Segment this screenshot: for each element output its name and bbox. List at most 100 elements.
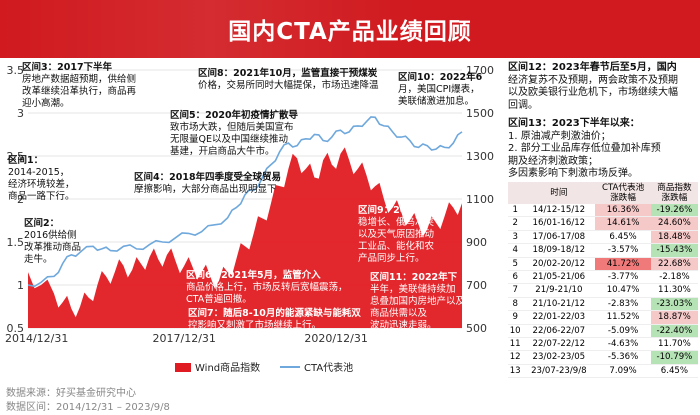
right-panel: 区间12：2023年春节后至5月，国内 经济复苏不及预期，两会政策不及预期 以及欧美… (508, 62, 698, 187)
note-line: 期及经济刺激政策； (508, 155, 598, 167)
annotation-line: 房地产数据超预期，供给侧 (22, 74, 137, 85)
title-banner: 国内CTA产品业绩回顾 (0, 0, 700, 58)
left-axis-ticks: 3.5 3 2.5 2 1.5 1 0.5 (7, 64, 25, 335)
table-cell-cta: 11.52% (595, 310, 651, 325)
performance-table: 时间 CTA代表池 涨跌幅 商品指数 涨跌幅 1 14/12-15/12 16.36% -19… (508, 182, 698, 379)
table-row: 12 23/02-23/05 -5.36% -10.79% (508, 350, 698, 365)
note-line: 多因素影响下刺激市场反弹。 (508, 168, 638, 179)
table-cell-idx: 9 (508, 310, 523, 325)
right-tick-label: 500 (466, 322, 487, 335)
annotation-line: 稳增长、俄乌冲突 (358, 217, 435, 228)
table-cell-cta: 7.09% (595, 364, 651, 379)
wind-index-area (28, 147, 462, 328)
table-cell-idx: 3 (508, 230, 523, 245)
table-row: 11 22/07-22/12 -4.63% 11.70% (508, 337, 698, 352)
x-tick-label: 2020/12/31 (304, 332, 367, 345)
table-cell-cta: -3.57% (595, 243, 651, 258)
annotation-line: 无限量QE以及中国继续推动 (170, 134, 288, 145)
legend-swatch-wind (175, 363, 191, 372)
table-cell-period: 20/02-20/12 (522, 257, 596, 272)
annotation-line: 经济环境较差， (8, 179, 75, 190)
left-tick-label: 2 (17, 193, 24, 206)
table-cell-period: 18/09-18/12 (522, 243, 596, 258)
annotation-11: 区间11：2022年下 半年，美联储持续加 息叠加国内房地产以及 商品供需以及 波动迅速… (370, 272, 465, 332)
data-range-note: 数据区间：2014/12/31 – 2023/9/8 (6, 402, 170, 413)
data-source-note: 数据来源：好买基金研究中心 (6, 388, 136, 399)
table-cell-period: 17/06-17/08 (522, 230, 596, 245)
table-cell-period: 23/07-23/9/8 (522, 364, 596, 379)
annotation-line: 改革推动商品 (24, 242, 82, 253)
table-row: 13 23/07-23/9/8 7.09% 6.45% (508, 364, 698, 379)
annotation-line: 波动迅速走弱。 (370, 320, 437, 331)
table-cell-wind: -15.43% (650, 243, 698, 258)
annotation-line: 改革继续沿革执行，商品再 (22, 86, 137, 97)
annotation-line: 迎小高潮。 (22, 98, 70, 109)
table-row: 2 16/01-16/12 14.61% 24.60% (508, 216, 698, 231)
header-line: 涨跌幅 (661, 193, 688, 203)
annotation-line: 商品一路下行。 (8, 191, 75, 202)
annotation-line: 商品供需以及 (370, 308, 428, 319)
left-tick-label: 0.5 (7, 322, 25, 335)
table-cell-idx: 7 (508, 283, 523, 298)
x-tick-label: 2017/12/31 (153, 332, 216, 345)
note-line: 回调。 (508, 99, 538, 111)
header-line: CTA代表池 (601, 183, 645, 193)
table-cell-idx: 8 (508, 297, 523, 312)
table-row: 6 21/05-21/06 -3.77% -2.18% (508, 270, 698, 285)
annotation-line: 区间9：2022年初， (358, 205, 449, 216)
right-tick-label: 1300 (466, 150, 494, 163)
annotation-5: 区间5：2020年初疫情扩散导 致市场大跌，但随后美国宣布 无限量QE以及中国继续推… (170, 110, 298, 158)
table-cell-period: 21/10-21/12 (522, 297, 596, 312)
annotation-line: 区间6：2021年5月，监管介入 (186, 270, 321, 281)
note-line: 区间12：2023年春节后至5月，国内 (508, 62, 677, 73)
table-row: 10 22/06-22/07 -5.09% -22.40% (508, 324, 698, 339)
annotation-8: 区间8：2021年10月，监管直接干预煤炭 价格，交易所同时大幅提保，市场迅速降温 (198, 68, 379, 92)
table-cell-cta: -3.77% (595, 270, 651, 285)
annotation-line: 区间3：2017下半年 (22, 62, 113, 73)
table-cell-cta: -4.63% (595, 337, 651, 352)
annotation-1: 区间1： 2014-2015， 经济环境较差， 商品一路下行。 (8, 155, 75, 203)
annotation-line: CTA普遍回撤。 (186, 294, 252, 305)
table-cell-wind: -2.18% (650, 270, 698, 285)
note-line: 经济复苏不及预期，两会政策不及预期 (508, 74, 678, 86)
table-cell-idx: 12 (508, 350, 523, 365)
left-tick-label: 1 (17, 279, 24, 292)
legend-label-cta: CTA代表池 (304, 361, 353, 374)
page-title: 国内CTA产品业绩回顾 (228, 19, 472, 45)
annotation-line: 区间2： (24, 218, 60, 229)
table-row: 7 21/9-21/10 10.47% 11.30% (508, 283, 698, 298)
note-block-13: 区间13：2023下半年以来： 1. 原油减产刺激油价； 2. 部分工业品库存低位叠… (508, 118, 698, 181)
note-block-12: 区间12：2023年春节后至5月，国内 经济复苏不及预期，两会政策不及预期 以及欧美… (508, 62, 698, 112)
annotation-line: 产品同步上行。 (358, 253, 425, 264)
table-row: 9 22/01-22/03 11.52% 18.87% (508, 310, 698, 325)
table-cell-wind: 24.60% (650, 216, 698, 231)
header-line: 时间 (550, 188, 568, 198)
annotation-line: 美联储激进加息。 (398, 96, 475, 107)
banner-decoration (0, 0, 700, 58)
table-cell-wind: 18.48% (650, 230, 698, 245)
left-tick-label: 3 (17, 107, 24, 120)
table-cell-idx: 11 (508, 337, 523, 352)
table-cell-idx: 4 (508, 243, 523, 258)
table-cell-cta: 6.45% (595, 230, 651, 245)
chart-legend: Wind商品指数 CTA代表池 (175, 361, 353, 374)
table-cell-wind: 18.87% (650, 310, 698, 325)
annotation-7: 区间7：随后8-10月的能源紧缺与能耗双 控影响又刺激了市场继续上行。 (188, 308, 361, 332)
table-cell-wind: -22.40% (650, 324, 698, 339)
table-cell-period: 21/05-21/06 (522, 270, 596, 285)
header-line: 涨跌幅 (610, 193, 636, 203)
annotation-line: 摩擦影响，大部分商品出现明显下 (134, 184, 277, 195)
table-cell-cta: 10.47% (595, 283, 651, 298)
table-cell-wind: 6.45% (650, 364, 698, 379)
table-cell-period: 22/01-22/03 (522, 310, 596, 325)
annotation-line: 价格，交易所同时大幅提保，市场迅速降温 (198, 80, 379, 91)
annotation-line: 控影响又刺激了市场继续上行。 (188, 320, 322, 331)
left-tick-label: 3.5 (7, 64, 25, 77)
x-axis-ticks: 2014/12/31 2017/12/31 2020/12/31 (5, 332, 368, 345)
annotation-line: 息叠加国内房地产以及 (370, 296, 466, 307)
table-row: 8 21/10-21/12 -2.83% -23.03% (508, 297, 698, 312)
table-header-cell: 商品指数 涨跌幅 (650, 182, 698, 204)
table-cell-cta: 16.36% (595, 204, 651, 218)
annotation-4: 区间4：2018年四季度受全球贸易 摩擦影响，大部分商品出现明显下 (134, 172, 281, 196)
annotation-line: 致市场大跌，但随后美国宣布 (170, 122, 294, 133)
